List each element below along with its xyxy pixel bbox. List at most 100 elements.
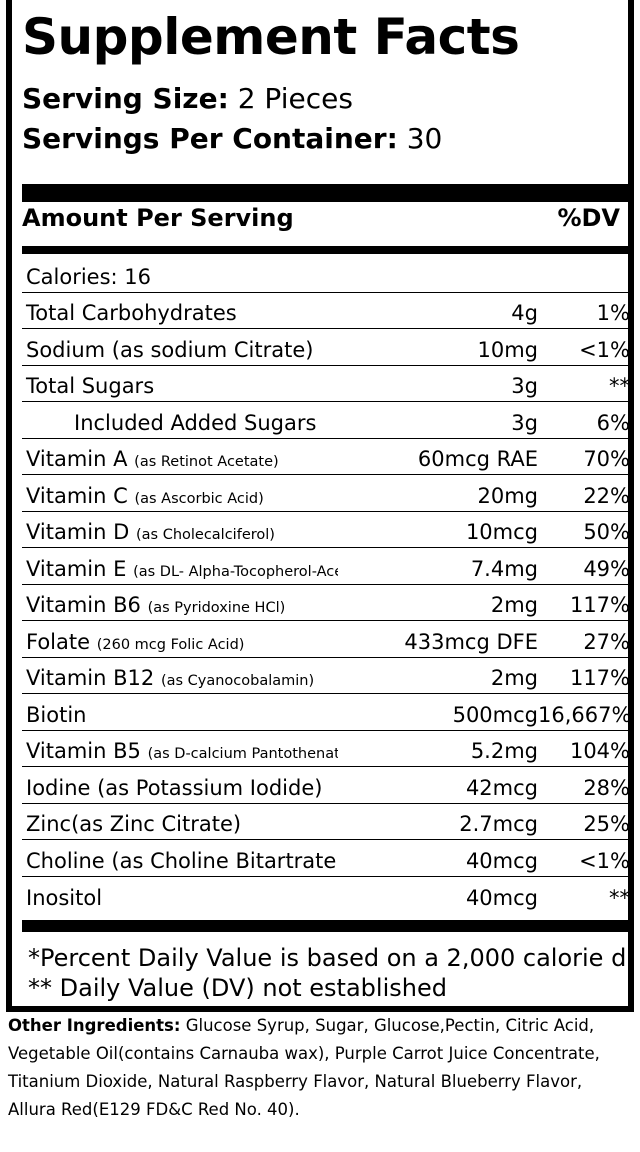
nutrient-cell: Zinc(as Zinc Citrate) (22, 812, 338, 836)
nutrient-row: Vitamin B5 (as D-calcium Pantothenate) 5.… (22, 731, 630, 767)
nutrient-name: Zinc(as Zinc Citrate) (26, 812, 242, 836)
nutrient-row: Choline (as Choline Bitartrate) 40mcg <1% (22, 840, 630, 877)
nutrient-detail: (as Ascorbic Acid) (134, 490, 264, 507)
nutrient-cell: Vitamin B5 (as D-calcium Pantothenate) (22, 739, 338, 763)
amount: 3g (511, 374, 538, 398)
nutrient-row: Vitamin E (as DL- Alpha-Tocopherol-Aceta… (22, 548, 630, 585)
servings-per-container: Servings Per Container: 30 (22, 122, 442, 155)
nutrient-row: Total Carbohydrates 4g 1% (22, 293, 630, 329)
nutrient-name: Choline (as Choline Bitartrate) (26, 848, 338, 873)
daily-value: 28% (583, 775, 630, 800)
text: Glucose Syrup, Sugar, Glucose,Pectin, Ci… (8, 1016, 600, 1119)
nutrient-detail: (as D-calcium Pantothenate) (147, 746, 338, 762)
nutrient-cell: Total Carbohydrates (22, 301, 338, 325)
nutrient-name: Included Added Sugars (74, 410, 317, 435)
nutrient-name: Vitamin E (26, 556, 127, 581)
nutrient-name: Vitamin B6 (26, 593, 141, 617)
nutrient-name: Iodine (as Potassium Iodide) (26, 775, 323, 800)
daily-value: 16,667% (538, 702, 632, 727)
nutrient-row: Vitamin B12 (as Cyanocobalamin) 2mg 117% (22, 658, 630, 694)
nutrient-name: Inositol (26, 886, 103, 910)
label: Other Ingredients: (8, 1016, 181, 1035)
amount-header: Amount Per Serving (22, 204, 294, 232)
amount: 4g (511, 301, 538, 325)
amount: 10mg (477, 337, 538, 362)
footnote: ** Daily Value (DV) not established (28, 974, 447, 1002)
nutrient-cell: Calories: 16 (22, 265, 338, 289)
nutrient-row: Vitamin B6 (as Pyridoxine HCl) 2mg 117% (22, 585, 630, 621)
nutrient-cell: Biotin (22, 703, 338, 727)
nutrient-row: Calories: 16 (22, 256, 630, 293)
label: Serving Size: (22, 82, 229, 115)
nutrient-name: Vitamin A (26, 447, 128, 471)
divider (22, 246, 630, 254)
amount: 42mcg (465, 775, 538, 800)
nutrient-cell: Iodine (as Potassium Iodide) (22, 776, 338, 800)
nutrient-name: Folate (26, 629, 91, 654)
nutrient-cell: Choline (as Choline Bitartrate) (22, 849, 338, 873)
nutrient-name: Biotin (26, 702, 87, 727)
dv-header: %DV (557, 204, 620, 232)
daily-value: 49% (583, 556, 630, 581)
nutrient-detail: (as Cyanocobalamin) (160, 673, 315, 689)
nutrient-row: Vitamin D (as Cholecalciferol) 10mcg 50% (22, 512, 630, 548)
nutrient-cell: Total Sugars (22, 374, 338, 398)
daily-value: ** (609, 886, 630, 910)
title: Supplement Facts (22, 8, 520, 66)
nutrient-name: Vitamin D (26, 520, 130, 544)
nutrient-name: Calories: 16 (26, 264, 152, 289)
amount: 3g (511, 410, 538, 435)
nutrient-detail: (as Retinot Acetate) (134, 454, 279, 470)
nutrient-name: Total Sugars (26, 374, 155, 398)
divider (22, 920, 630, 932)
amount: 5.2mg (470, 739, 538, 763)
daily-value: 104% (569, 739, 630, 763)
nutrient-row: Biotin 500mcg 16,667% (22, 694, 632, 731)
nutrient-name: Vitamin C (26, 483, 128, 508)
daily-value: ** (609, 374, 630, 398)
nutrient-row: Vitamin A (as Retinot Acetate) 60mcg RAE 7… (22, 439, 630, 475)
nutrient-cell: Vitamin B6 (as Pyridoxine HCl) (22, 593, 338, 617)
nutrient-cell: Inositol (22, 886, 338, 910)
amount: 2.7mcg (459, 812, 538, 836)
amount: 2mg (490, 666, 538, 690)
daily-value: <1% (579, 848, 630, 873)
amount: 60mcg RAE (417, 447, 538, 471)
value: 30 (406, 122, 443, 155)
footnote: *Percent Daily Value is based on a 2,000… (28, 944, 634, 972)
amount: 20mg (477, 483, 538, 508)
amount: 40mcg (465, 886, 538, 910)
daily-value: 6% (596, 410, 630, 435)
nutrient-name: Sodium (as sodium Citrate) (26, 337, 314, 362)
nutrient-cell: Vitamin C (as Ascorbic Acid) (22, 484, 338, 508)
nutrient-detail: (as DL- Alpha-Tocopherol-Acetate) (133, 563, 338, 580)
daily-value: 117% (569, 666, 630, 690)
nutrient-cell: Sodium (as sodium Citrate) (22, 338, 338, 362)
amount: 433mcg DFE (404, 629, 538, 654)
nutrient-row: Vitamin C (as Ascorbic Acid) 20mg 22% (22, 475, 630, 512)
nutrient-row: Sodium (as sodium Citrate) 10mg <1% (22, 329, 630, 366)
nutrient-row: Folate (260 mcg Folic Acid) 433mcg DFE 27% (22, 621, 630, 658)
amount: 7.4mg (470, 556, 538, 581)
nutrient-detail: (260 mcg Folic Acid) (96, 636, 245, 653)
nutrient-name: Vitamin B12 (26, 666, 155, 690)
divider (22, 184, 630, 202)
value: 2 Pieces (237, 82, 353, 115)
nutrient-cell: Vitamin D (as Cholecalciferol) (22, 520, 338, 544)
daily-value: 1% (596, 301, 630, 325)
nutrient-name: Total Carbohydrates (26, 301, 237, 325)
nutrient-cell: Included Added Sugars (22, 411, 338, 435)
daily-value: 25% (583, 812, 630, 836)
facts-panel: Supplement Facts Serving Size: 2 Pieces … (6, 0, 634, 1012)
amount: 40mcg (465, 848, 538, 873)
nutrient-detail: (as Cholecalciferol) (135, 527, 275, 543)
nutrient-row: Zinc(as Zinc Citrate) 2.7mcg 25% (22, 804, 630, 840)
daily-value: 22% (583, 483, 630, 508)
other-ingredients: Other Ingredients: Glucose Syrup, Sugar,… (8, 1012, 634, 1124)
daily-value: 27% (583, 629, 630, 654)
serving-size: Serving Size: 2 Pieces (22, 82, 353, 115)
column-header: Amount Per Serving %DV (22, 204, 620, 232)
nutrient-row: Included Added Sugars 3g 6% (22, 402, 630, 439)
amount: 10mcg (465, 520, 538, 544)
